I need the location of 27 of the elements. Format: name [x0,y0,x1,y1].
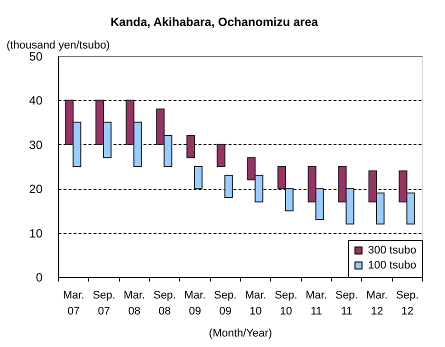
bar [186,135,195,158]
chart-title: Kanda, Akihabara, Ochanomizu area [110,15,318,29]
y-axis-title: (thousand yen/tsubo) [6,40,110,52]
x-tick-label: Sep. 11 [335,290,358,318]
y-tick-label: 0 [36,270,43,284]
y-tick-label: 40 [29,94,43,108]
x-tick-label: Sep. 10 [274,290,298,318]
x-tick-label: Mar. 10 [244,290,266,318]
y-tick-label: 50 [29,50,43,64]
x-tick-label: Mar. 07 [62,290,84,318]
bar [194,166,203,190]
bar [224,174,233,198]
y-tick-label: 30 [29,138,43,152]
legend-label: 300 tsubo [368,244,416,256]
bar [216,144,226,167]
x-tick-label: Sep. 09 [214,290,237,318]
y-tick-label: 10 [29,226,43,240]
x-tick-label: Mar. 08 [124,290,146,318]
x-tick-label: Mar. 11 [306,290,328,318]
x-tick-label: Sep. 12 [396,290,419,318]
x-tick-label: Mar. 09 [184,290,206,318]
x-tick-label: Sep. 07 [92,290,116,318]
x-tick-label: Sep. 08 [153,290,176,318]
x-axis-title: (Month/Year) [208,328,272,340]
legend-label: 100 tsubo [368,260,416,272]
x-tick-label: Mar. 12 [366,290,388,318]
y-tick-label: 20 [29,182,43,196]
